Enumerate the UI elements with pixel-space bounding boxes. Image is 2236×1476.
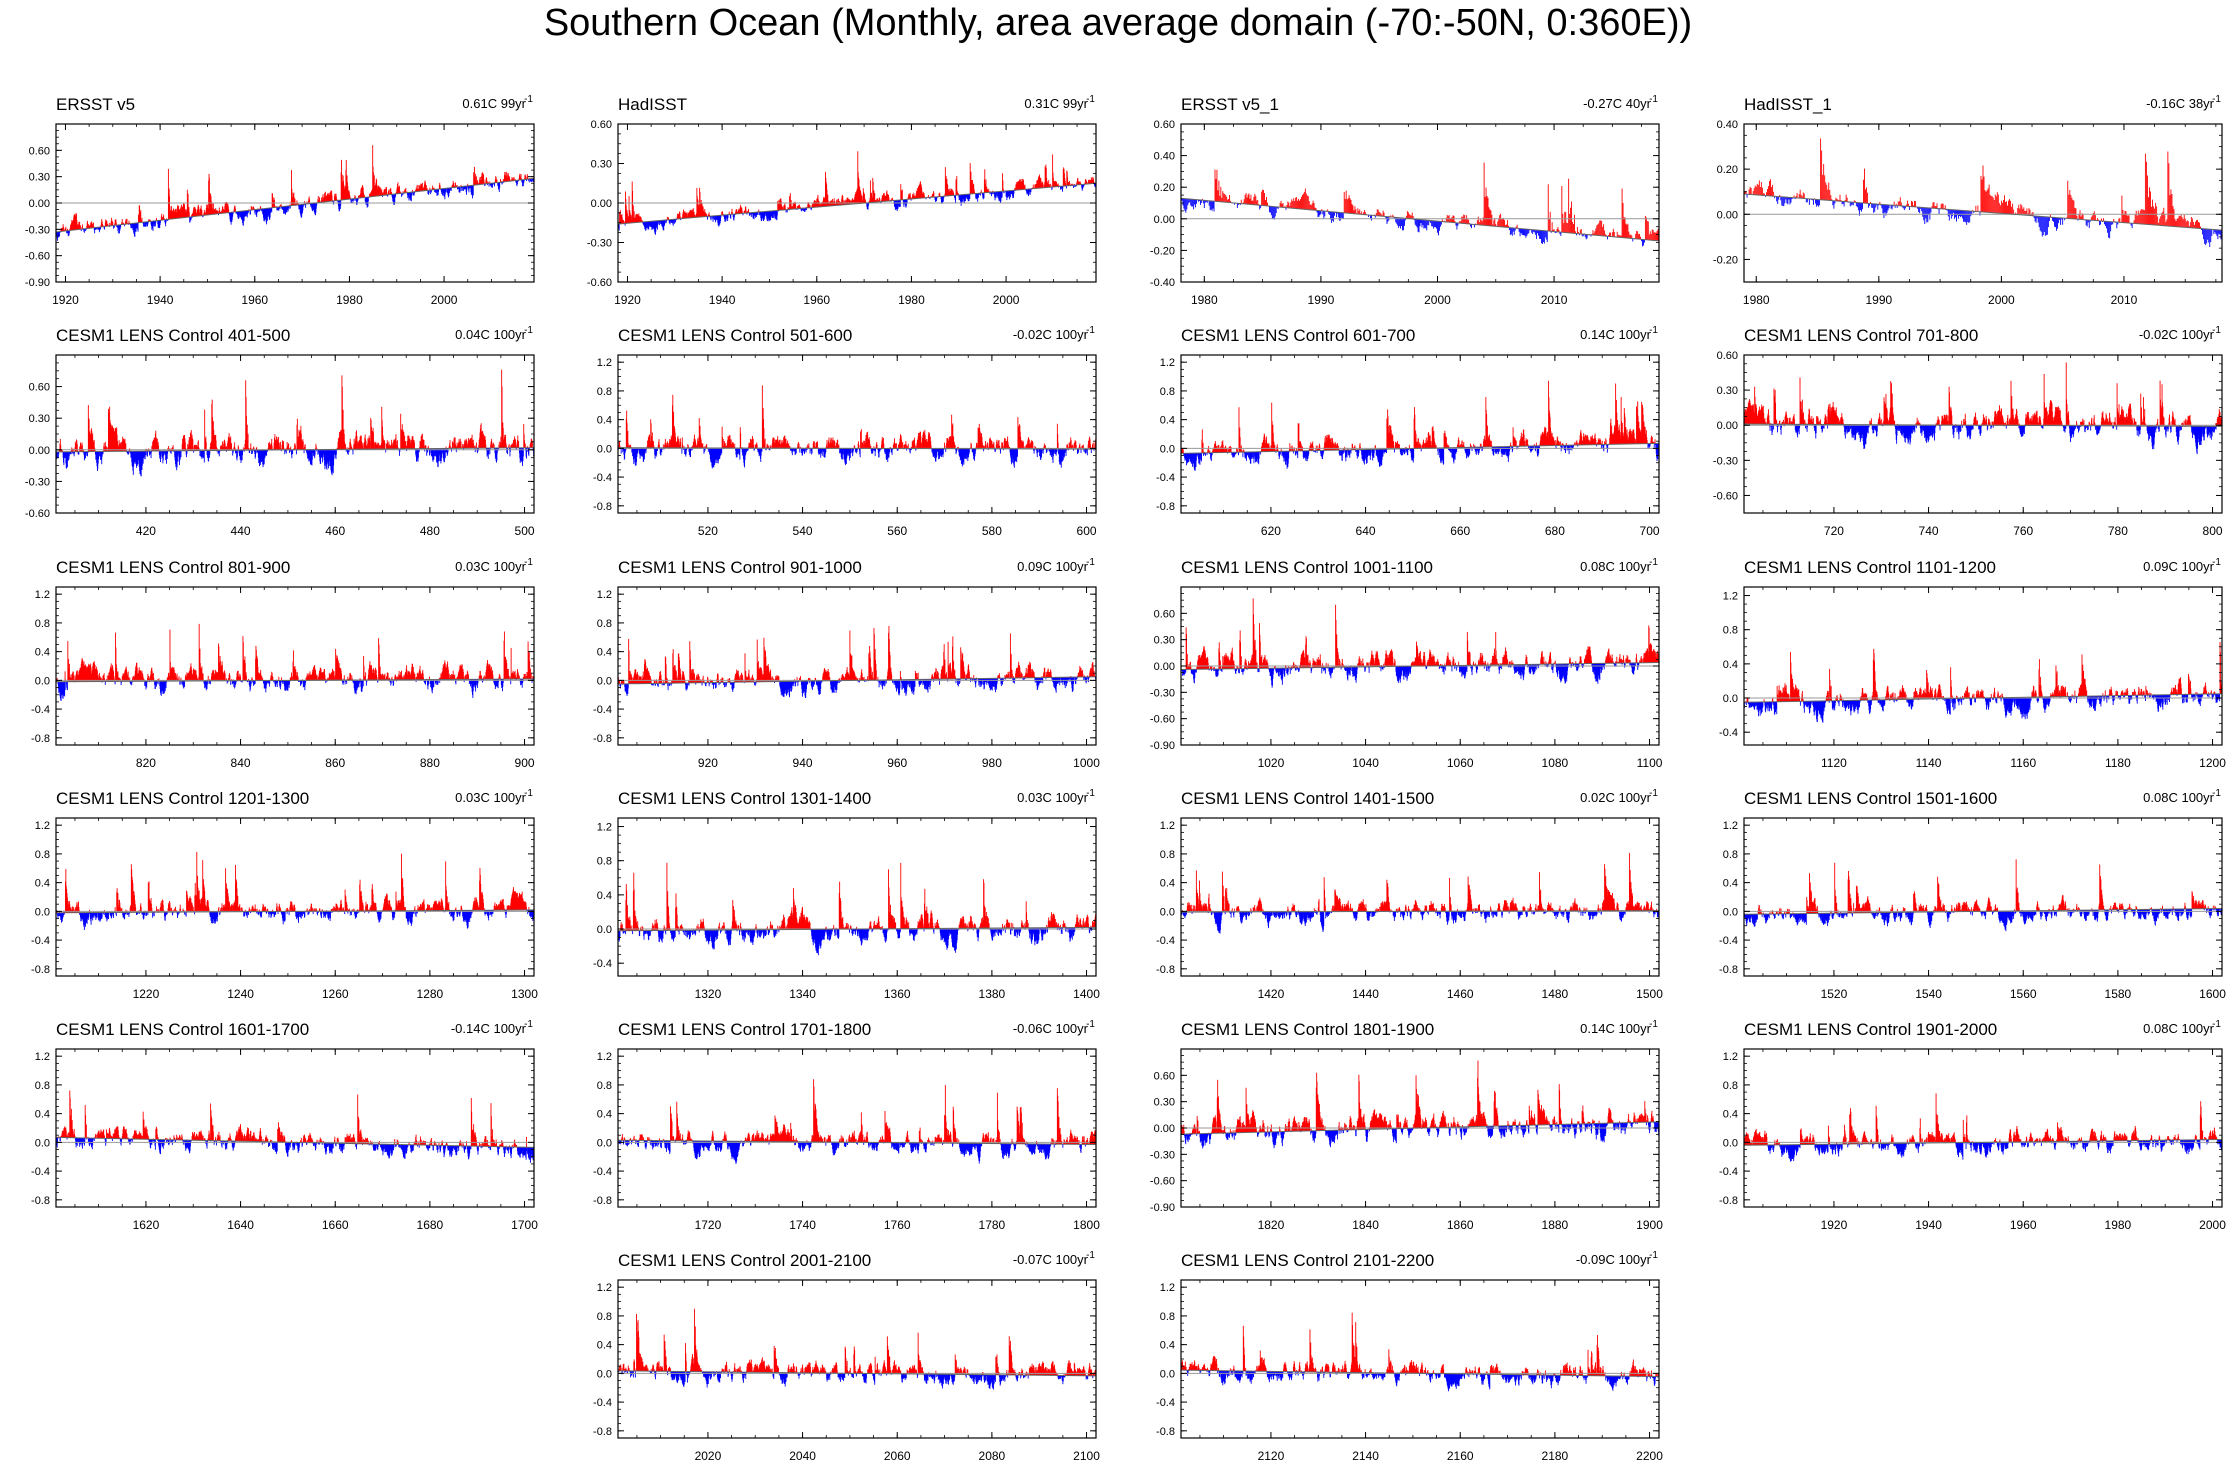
y-tick-label: -0.30	[25, 224, 50, 236]
trend-line	[617, 182, 1097, 225]
x-tick-label: 1960	[803, 293, 830, 307]
x-tick-label: 2010	[1541, 293, 1568, 307]
x-tick-label: 1920	[52, 293, 79, 307]
negative-anomalies	[55, 447, 535, 477]
trend-label-exponent: -1	[2212, 94, 2221, 105]
y-tick-label: -0.60	[25, 251, 50, 263]
x-tick-label: 1980	[336, 293, 363, 307]
x-tick-label: 2000	[431, 293, 458, 307]
y-tick-label: 0.40	[1154, 151, 1175, 163]
y-tick-label: 0.00	[29, 198, 50, 210]
trend-label-exponent: -1	[524, 94, 533, 105]
trend-line	[1180, 197, 1660, 242]
trend-label: 0.31C 99yr	[1024, 96, 1088, 111]
chart-panel: ERSST v5_1 -0.27C 40yr -1 -0.40 -0.20 0.00 0.2…	[1150, 90, 1699, 318]
y-tick-label: 0.60	[29, 145, 50, 157]
trend-label: 0.04C 100yr	[455, 327, 526, 342]
y-tick-label: -0.90	[25, 277, 50, 289]
trend-label: -0.16C 38yr	[2146, 96, 2215, 111]
x-tick-label: 1990	[1308, 293, 1335, 307]
trend-line	[1743, 193, 2223, 231]
x-tick-label: 1990	[1865, 293, 1892, 307]
chart-panel: HadISST 0.31C 99yr -1 -0.60 -0.30 0.00 0.30 0.6…	[587, 90, 1136, 318]
trend-label: -0.27C 40yr	[1583, 96, 1652, 111]
x-tick-label: 1960	[241, 293, 268, 307]
x-tick-label: 1980	[1191, 293, 1218, 307]
y-tick-label: -0.20	[1150, 245, 1175, 257]
panel-title: ERSST v5_1	[1181, 95, 1279, 114]
y-tick-label: 0.00	[591, 198, 612, 210]
y-tick-label: 0.60	[1154, 119, 1175, 131]
page-title: Southern Ocean (Monthly, area average do…	[0, 2, 2236, 45]
x-tick-label: 1940	[709, 293, 736, 307]
y-tick-label: 0.60	[591, 119, 612, 131]
positive-anomalies	[55, 145, 533, 232]
y-tick-label: 0.20	[1717, 164, 1738, 176]
chart-svg: CESM1 LENS Control 401-500 0.04C 100yr-1-…	[25, 325, 535, 538]
x-tick-label: 1980	[1743, 293, 1770, 307]
x-tick-label: 2000	[1424, 293, 1451, 307]
y-tick-label: 0.00	[1154, 214, 1175, 226]
chart-panel: HadISST_1 -0.16C 38yr -1 -0.20 0.00 0.20 0.40 1…	[1713, 90, 2236, 318]
panel-title: CESM1 LENS Control 401-500	[56, 326, 290, 345]
trend-label-exponent: -1	[524, 325, 533, 336]
chart-svg: ERSST v5_1 -0.27C 40yr-1 -0.40 -0.20 0.00 0.2…	[1150, 94, 1660, 307]
y-tick-label: -0.40	[1150, 277, 1175, 289]
panel-title: HadISST_1	[1744, 95, 1832, 114]
y-tick-label: 0.20	[1154, 182, 1175, 194]
trend-line	[55, 177, 535, 233]
y-tick-label: 0.30	[591, 159, 612, 171]
positive-anomalies	[619, 151, 1095, 224]
x-tick-label: 2010	[2111, 293, 2138, 307]
y-tick-label: -0.20	[1713, 254, 1738, 266]
trend-label-exponent: -1	[1086, 94, 1095, 105]
positive-anomalies	[58, 369, 534, 452]
y-tick-label: -0.30	[587, 238, 612, 250]
y-tick-label: -0.60	[587, 277, 612, 289]
negative-anomalies	[55, 178, 535, 241]
positive-anomalies	[1201, 162, 1660, 241]
trend-label: 0.61C 99yr	[462, 96, 526, 111]
chart-svg: ERSST v5 0.61C 99yr-1 -0.90 -0.60 -0.30 0.00 0…	[25, 94, 535, 307]
y-tick-label: 0.30	[29, 172, 50, 184]
positive-anomalies	[1743, 138, 2214, 230]
chart-panel: ERSST v5 0.61C 99yr -1 -0.90 -0.60 -0.30 0.00 0…	[25, 90, 574, 318]
panel-title: ERSST v5	[56, 95, 135, 114]
x-tick-label: 1940	[147, 293, 174, 307]
y-tick-label: 0.00	[1717, 209, 1738, 221]
panel-title: HadISST	[618, 95, 687, 114]
trend-label-exponent: -1	[1649, 94, 1658, 105]
x-tick-label: 2000	[1988, 293, 2015, 307]
chart-svg: HadISST 0.31C 99yr-1 -0.60 -0.30 0.00 0.30 0.6…	[587, 94, 1097, 307]
chart-panel: CESM1 LENS Control 401-500 0.04C 100yr -1-…	[25, 321, 574, 549]
chart-svg: HadISST_1 -0.16C 38yr-1 -0.20 0.00 0.20 0.40 1…	[1713, 94, 2223, 307]
y-tick-label: 0.40	[1717, 119, 1738, 131]
x-tick-label: 2000	[993, 293, 1020, 307]
x-tick-label: 1980	[898, 293, 925, 307]
x-tick-label: 1920	[614, 293, 641, 307]
